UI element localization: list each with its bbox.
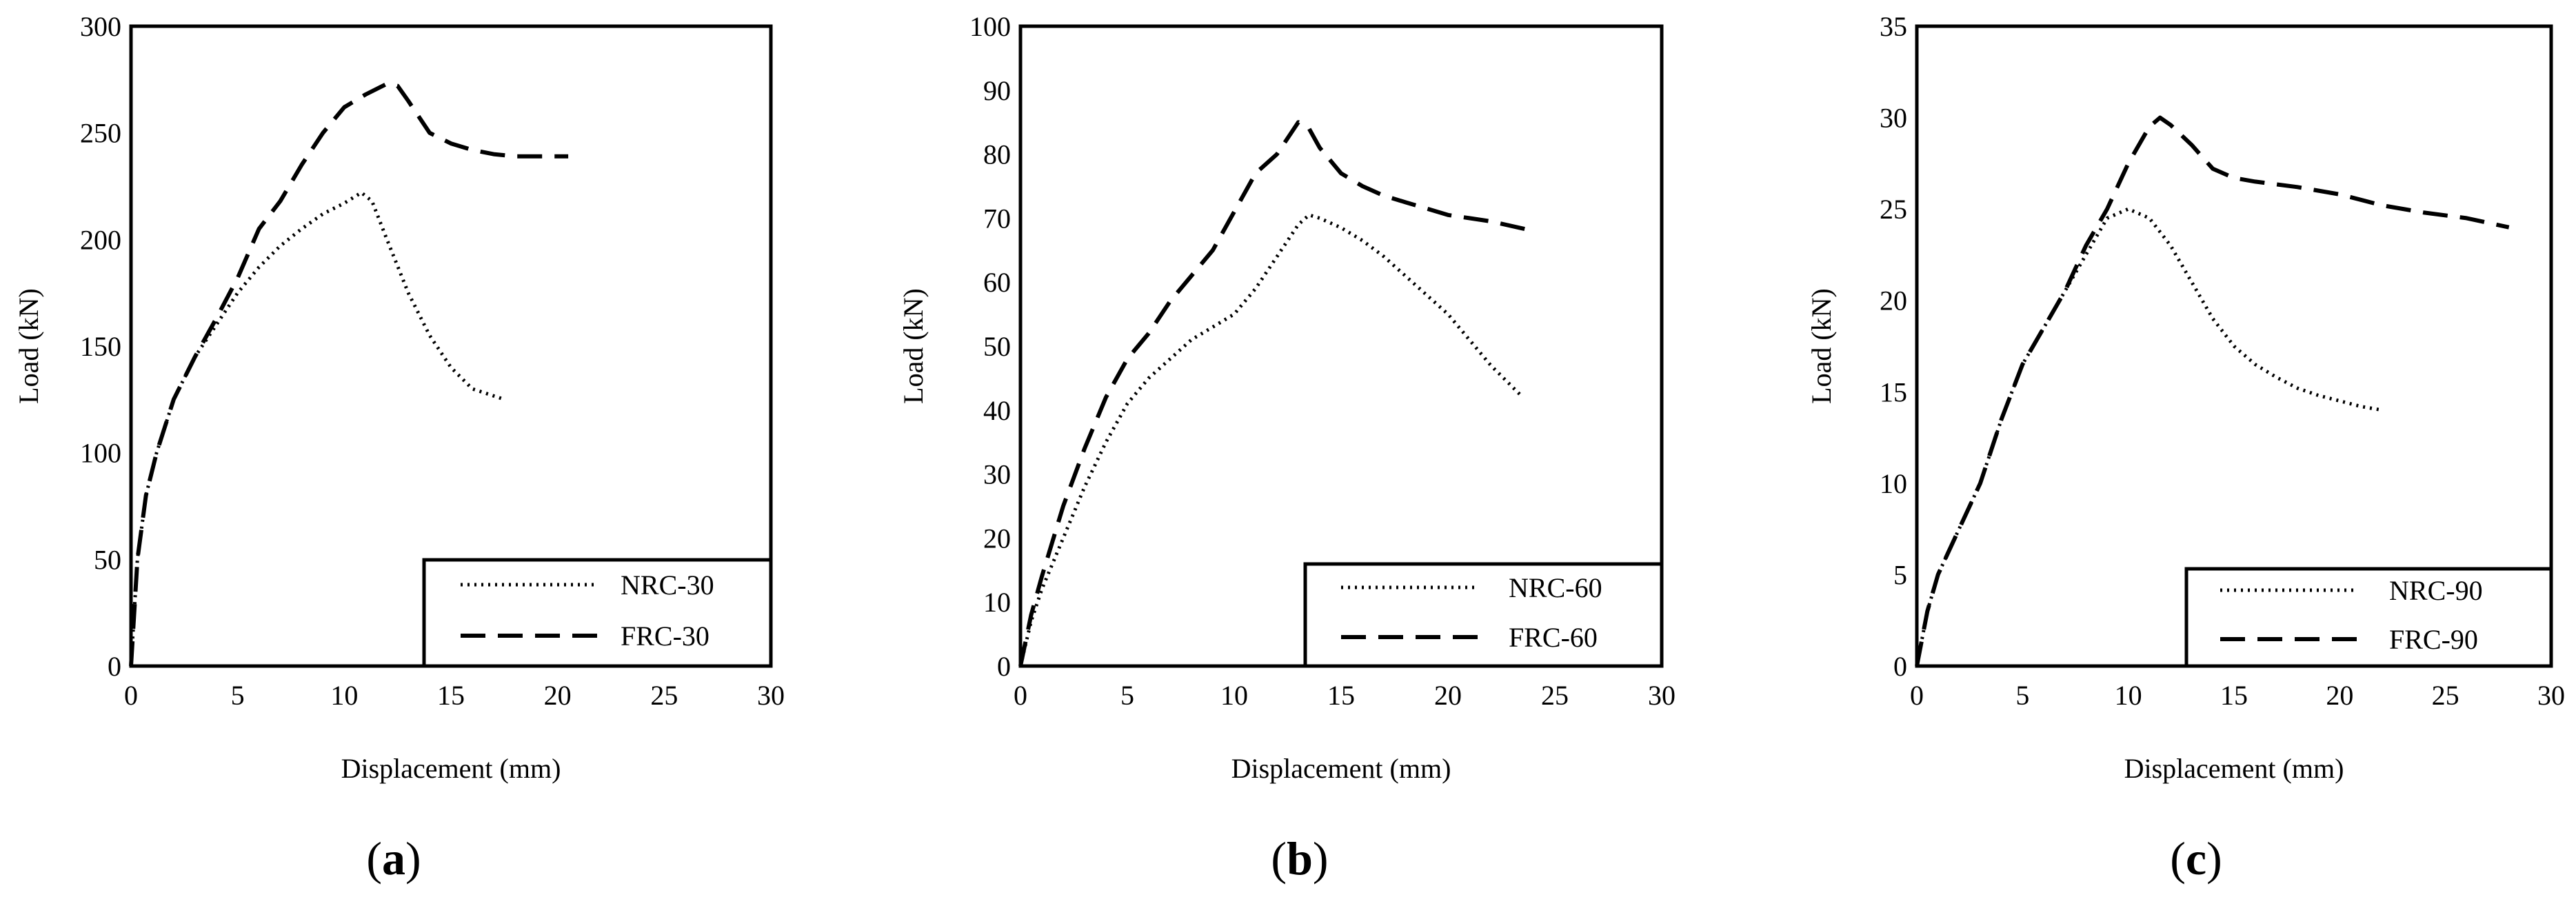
x-ticks-b: 0 5 10 15 20 25 30 — [1014, 680, 1676, 711]
x-tick-label-a-25: 25 — [650, 680, 678, 711]
x-axis-label-c: Displacement (mm) — [2124, 753, 2344, 784]
legend-b: NRC-60 FRC-60 — [1303, 562, 1664, 668]
legend-label-frc-90: FRC-90 — [2389, 624, 2478, 655]
series-group-a — [129, 81, 569, 667]
series-group-b — [1018, 120, 1534, 667]
y-tick-label-a-0: 0 — [108, 651, 121, 682]
legend-c: NRC-90 FRC-90 — [2184, 567, 2553, 668]
legend-box-b — [1303, 562, 1664, 668]
y-tick-label-a-250: 250 — [80, 118, 121, 149]
y-tick-label-b-100: 100 — [969, 11, 1011, 42]
y-tick-label-c-5: 5 — [1893, 559, 1907, 590]
y-tick-label-a-50: 50 — [94, 544, 121, 575]
x-tick-label-b-5: 5 — [1120, 680, 1134, 711]
x-tick-label-a-0: 0 — [124, 680, 138, 711]
y-tick-label-b-40: 40 — [983, 395, 1011, 426]
legend-a: NRC-30 FRC-30 — [422, 558, 773, 668]
x-tick-label-a-10: 10 — [330, 680, 358, 711]
series-line-nrc-60 — [1018, 213, 1525, 667]
y-tick-label-b-80: 80 — [983, 139, 1011, 170]
y-tick-label-b-30: 30 — [983, 459, 1011, 490]
x-tick-label-a-20: 20 — [544, 680, 572, 711]
y-tick-label-c-25: 25 — [1880, 194, 1907, 225]
y-tick-label-b-90: 90 — [983, 75, 1011, 106]
panel-c: 0 5 10 15 20 25 30 35 0 5 10 15 20 25 30 NRC-90 FRC-9… — [1806, 11, 2565, 885]
y-axis-label-a: Load (kN) — [13, 288, 44, 404]
y-tick-label-a-150: 150 — [80, 331, 121, 362]
panel-b: 0 10 20 30 40 50 60 70 80 90 100 0 5 10 15 20 25 30 NRC-… — [898, 11, 1676, 885]
y-axis-label-b: Load (kN) — [898, 288, 929, 404]
x-tick-label-b-30: 30 — [1648, 680, 1676, 711]
x-tick-label-a-5: 5 — [231, 680, 245, 711]
x-tick-label-c-5: 5 — [2015, 680, 2029, 711]
x-tick-label-c-0: 0 — [1910, 680, 1924, 711]
x-tick-label-a-15: 15 — [437, 680, 465, 711]
y-tick-label-b-0: 0 — [997, 651, 1011, 682]
y-tick-label-b-20: 20 — [983, 523, 1011, 554]
y-tick-label-a-200: 200 — [80, 224, 121, 255]
legend-box-a — [422, 558, 773, 668]
x-tick-label-c-10: 10 — [2115, 680, 2142, 711]
y-ticks-b: 0 10 20 30 40 50 60 70 80 90 100 — [969, 11, 1011, 682]
panel-label-a: (a) — [366, 832, 421, 885]
legend-label-nrc-60: NRC-60 — [1509, 572, 1602, 603]
x-tick-label-c-25: 25 — [2432, 680, 2459, 711]
x-tick-label-b-0: 0 — [1014, 680, 1027, 711]
y-tick-label-c-30: 30 — [1880, 103, 1907, 134]
x-tick-label-b-25: 25 — [1541, 680, 1569, 711]
plot-frame-b — [1018, 24, 1664, 668]
series-line-frc-60 — [1018, 120, 1534, 667]
legend-label-frc-60: FRC-60 — [1509, 622, 1598, 653]
y-tick-label-b-10: 10 — [983, 587, 1011, 618]
x-tick-label-a-30: 30 — [757, 680, 785, 711]
y-ticks-a: 0 50 100 150 200 250 300 — [80, 11, 121, 682]
panel-label-b: (b) — [1271, 832, 1328, 885]
y-tick-label-a-300: 300 — [80, 11, 121, 42]
legend-label-nrc-90: NRC-90 — [2389, 575, 2483, 606]
x-axis-label-a: Displacement (mm) — [341, 753, 561, 784]
legend-box-c — [2184, 567, 2553, 668]
y-ticks-c: 0 5 10 15 20 25 30 35 — [1880, 11, 1907, 682]
x-ticks-a: 0 5 10 15 20 25 30 — [124, 680, 785, 711]
x-axis-label-b: Displacement (mm) — [1231, 753, 1451, 784]
panel-a: 0 50 100 150 200 250 300 0 5 10 15 20 25 30 NRC-30 F… — [13, 11, 785, 885]
x-tick-label-c-20: 20 — [2326, 680, 2353, 711]
panel-label-c: (c) — [2170, 832, 2222, 885]
x-tick-label-c-30: 30 — [2537, 680, 2565, 711]
series-line-frc-30 — [129, 81, 569, 667]
y-tick-label-c-15: 15 — [1880, 376, 1907, 407]
x-tick-label-c-15: 15 — [2220, 680, 2248, 711]
series-line-frc-90 — [1915, 115, 2510, 667]
legend-label-nrc-30: NRC-30 — [621, 570, 714, 601]
x-ticks-c: 0 5 10 15 20 25 30 — [1910, 680, 2565, 711]
y-tick-label-b-60: 60 — [983, 267, 1011, 298]
y-tick-label-b-70: 70 — [983, 203, 1011, 234]
x-tick-label-b-10: 10 — [1220, 680, 1248, 711]
y-tick-label-a-100: 100 — [80, 438, 121, 469]
legend-label-frc-30: FRC-30 — [621, 621, 710, 652]
y-axis-label-c: Load (kN) — [1806, 288, 1837, 404]
x-tick-label-b-20: 20 — [1434, 680, 1462, 711]
x-tick-label-b-15: 15 — [1327, 680, 1355, 711]
y-tick-label-c-10: 10 — [1880, 468, 1907, 499]
y-tick-label-c-20: 20 — [1880, 285, 1907, 316]
series-group-c — [1915, 115, 2510, 667]
y-tick-label-c-0: 0 — [1893, 651, 1907, 682]
y-tick-label-c-35: 35 — [1880, 11, 1907, 42]
y-tick-label-b-50: 50 — [983, 331, 1011, 362]
